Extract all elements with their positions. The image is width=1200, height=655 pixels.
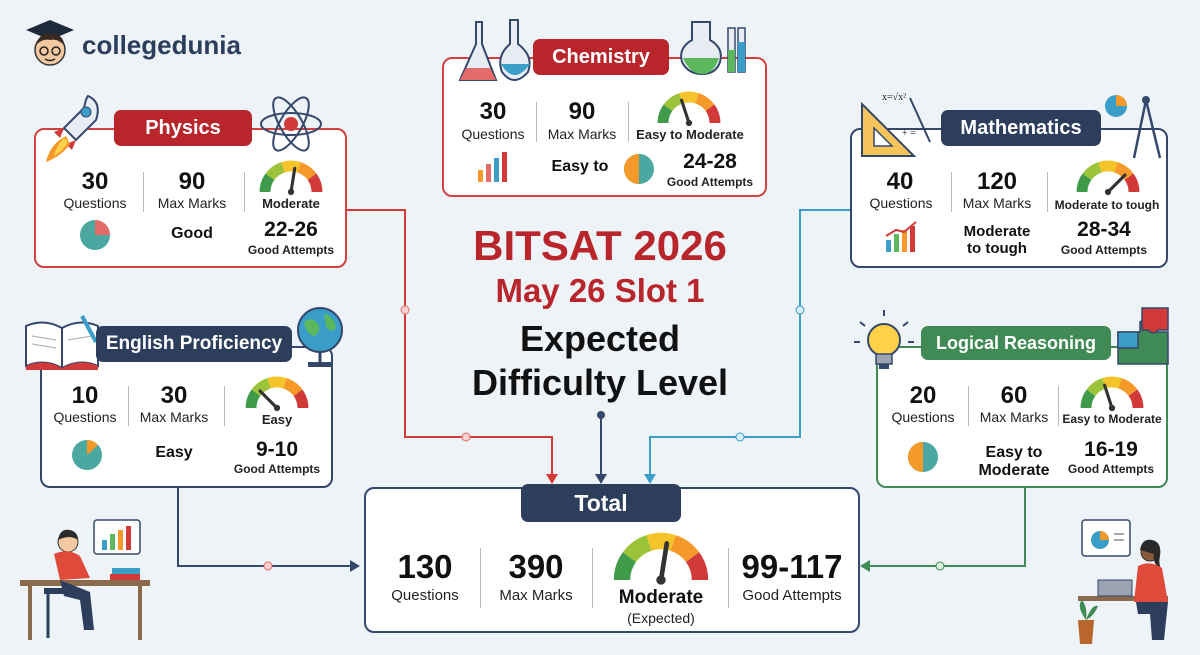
physics-gauge-icon	[259, 160, 323, 196]
mathematics-max-marks-label: Max Marks	[962, 195, 1032, 211]
physics-questions: 30	[81, 168, 109, 195]
flask-icon	[458, 19, 531, 81]
mathematics-attempts: 28-34	[1077, 218, 1131, 241]
physics-max-marks: 90	[178, 168, 206, 195]
mathematics-difficulty: Moderate to tough	[1054, 198, 1160, 212]
physics-questions-label: Questions	[63, 195, 127, 211]
mathematics-questions: 40	[886, 168, 914, 195]
beaker-icon	[680, 21, 746, 76]
chemistry-title: Chemistry	[533, 39, 669, 75]
total-max-marks: 390	[508, 548, 564, 585]
english-overall: Easy	[155, 444, 193, 461]
chemistry-difficulty: Easy to Moderate	[636, 127, 744, 142]
mascot-icon	[26, 20, 74, 66]
mathematics-title: Mathematics	[941, 110, 1101, 146]
chemistry-questions-label: Questions	[461, 126, 525, 142]
student-icon	[20, 519, 150, 640]
chemistry-pie-icon	[624, 154, 654, 184]
physics-title: Physics	[114, 110, 252, 146]
puzzle-icon	[1117, 307, 1169, 365]
english-max-marks-label: Max Marks	[139, 409, 209, 425]
protractor-icon: x=√x² + =	[861, 92, 931, 157]
english-pie-icon	[72, 440, 102, 470]
chemistry-overall: Easy to	[551, 158, 609, 175]
brand-name: collegedunia	[82, 30, 241, 60]
english-title: English Proficiency	[96, 326, 292, 362]
chemistry-questions: 30	[479, 98, 507, 125]
english-questions: 10	[71, 382, 99, 409]
book-icon	[25, 315, 99, 370]
logical-gauge-icon	[1080, 376, 1144, 412]
headline-title: BITSAT 2026	[473, 222, 727, 269]
headline-slot: May 26 Slot 1	[495, 272, 705, 309]
total-questions: 130	[397, 548, 453, 585]
mathematics-overall: Moderate to tough	[963, 223, 1031, 257]
brand-logo[interactable]: collegedunia	[20, 16, 250, 76]
chemistry-max-marks: 90	[568, 98, 596, 125]
logical-pie-icon	[908, 442, 938, 472]
total-max-marks-label: Max Marks	[499, 587, 573, 604]
logical-connector	[868, 488, 1026, 567]
atom-icon	[260, 96, 322, 152]
total-questions-label: Questions	[391, 587, 459, 604]
chemistry-gauge-icon	[657, 91, 721, 127]
logical-questions: 20	[909, 382, 937, 409]
english-connector	[177, 488, 352, 567]
chemistry-attempts: 24-28	[683, 150, 737, 173]
total-title: Total	[521, 484, 681, 522]
physics-pie-icon	[80, 220, 110, 250]
teacher-icon	[1078, 519, 1168, 644]
physics-attempts-label: Good Attempts	[247, 243, 335, 257]
logical-max-marks: 60	[1000, 382, 1028, 409]
physics-connector	[347, 209, 553, 476]
total-gauge-icon	[613, 532, 709, 585]
rocket-icon	[46, 94, 99, 162]
english-gauge-icon	[245, 376, 309, 412]
svg-text:x=√x²: x=√x²	[882, 92, 906, 103]
english-questions-label: Questions	[53, 409, 117, 425]
physics-overall: Good	[171, 225, 213, 242]
bulb-icon	[854, 310, 914, 369]
logical-difficulty: Easy to Moderate	[1062, 412, 1162, 426]
logical-overall: Easy to Moderate	[978, 444, 1050, 479]
physics-difficulty: Moderate	[262, 196, 320, 211]
headline-line4: Difficulty Level	[471, 362, 729, 403]
headline-line3: Expected	[519, 318, 681, 359]
mathematics-questions-label: Questions	[869, 195, 933, 211]
english-difficulty: Easy	[261, 412, 293, 427]
logical-attempts: 16-19	[1084, 438, 1138, 461]
bar-chart-icon	[478, 152, 507, 182]
english-max-marks: 30	[160, 382, 188, 409]
chemistry-max-marks-label: Max Marks	[547, 126, 617, 142]
compass-icon	[1105, 95, 1162, 159]
total-difficulty: Moderate	[618, 587, 704, 608]
logical-attempts-label: Good Attempts	[1067, 462, 1155, 476]
english-attempts: 9-10	[255, 438, 299, 461]
physics-attempts: 22-26	[264, 218, 318, 241]
total-attempts: 99-117	[741, 548, 843, 585]
logical-title: Logical Reasoning	[921, 326, 1111, 360]
mathematics-gauge-icon	[1076, 160, 1140, 196]
logical-max-marks-label: Max Marks	[979, 409, 1049, 425]
growth-chart-icon	[885, 221, 917, 252]
logical-questions-label: Questions	[891, 409, 955, 425]
chemistry-attempts-label: Good Attempts	[666, 175, 754, 189]
logical-card	[876, 346, 1168, 488]
english-attempts-label: Good Attempts	[233, 462, 321, 476]
mathematics-attempts-label: Good Attempts	[1060, 243, 1148, 257]
total-difficulty-note: (Expected)	[627, 610, 695, 626]
total-attempts-label: Good Attempts	[742, 587, 842, 604]
svg-text:+ =: + =	[902, 128, 916, 139]
physics-max-marks-label: Max Marks	[157, 195, 227, 211]
globe-icon	[297, 307, 343, 367]
mathematics-max-marks: 120	[976, 168, 1018, 195]
math-connector	[649, 209, 850, 476]
